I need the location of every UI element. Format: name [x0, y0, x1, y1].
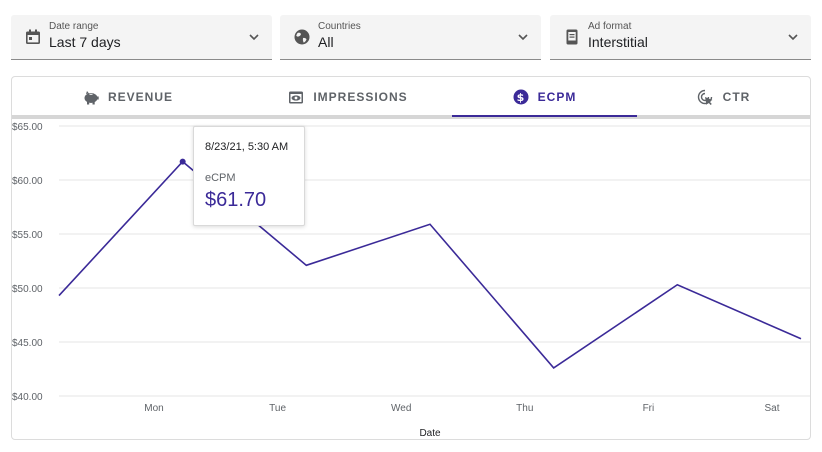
metric-tabs: REVENUE IMPRESSIONS $ ECPM CTR: [12, 77, 810, 119]
tab-revenue[interactable]: REVENUE: [12, 77, 244, 117]
chevron-down-icon: [249, 34, 259, 41]
ad-format-value: Interstitial: [588, 34, 648, 50]
ad-format-select[interactable]: Ad format Interstitial: [550, 15, 811, 60]
ecpm-line-chart: $65.00 $60.00 $55.00 $50.00 $45.00 $40.00 Mon…: [12, 122, 810, 439]
date-range-label: Date range: [49, 21, 99, 32]
x-axis-label: Date: [419, 428, 441, 439]
x-tick-label: Sat: [764, 403, 779, 414]
tab-ctr-label: CTR: [722, 90, 751, 104]
countries-value: All: [318, 34, 334, 50]
y-tick-label: $45.00: [12, 338, 43, 349]
data-tooltip: 8/23/21, 5:30 AM eCPM $61.70: [193, 126, 305, 226]
tab-impressions[interactable]: IMPRESSIONS: [244, 77, 452, 117]
y-tick-label: $60.00: [12, 176, 43, 187]
chevron-down-icon: [518, 34, 528, 41]
x-tick-label: Wed: [391, 403, 411, 414]
piggy-bank-icon: [84, 90, 99, 104]
x-tick-label: Mon: [144, 403, 163, 414]
ad-format-label: Ad format: [588, 21, 632, 32]
interstitial-icon: [566, 29, 578, 45]
filters-bar: Date range Last 7 days Countries All Ad …: [11, 15, 811, 60]
y-tick-label: $65.00: [12, 122, 43, 133]
tooltip-label: eCPM: [205, 172, 236, 184]
dollar-circle-icon: $: [513, 89, 529, 105]
tooltip-date: 8/23/21, 5:30 AM: [205, 141, 289, 153]
x-axis-ticks: Mon Tue Wed Thu Fri Sat: [144, 403, 779, 414]
y-tick-label: $55.00: [12, 230, 43, 241]
x-tick-label: Thu: [516, 403, 533, 414]
date-range-value: Last 7 days: [49, 34, 121, 50]
series-line: [58, 160, 802, 369]
y-tick-label: $50.00: [12, 284, 43, 295]
metrics-card: REVENUE IMPRESSIONS $ ECPM CTR: [11, 76, 811, 440]
countries-label: Countries: [318, 21, 361, 32]
tab-ecpm[interactable]: $ ECPM: [452, 77, 637, 117]
date-range-select[interactable]: Date range Last 7 days: [11, 15, 272, 60]
calendar-icon: [26, 29, 40, 44]
tab-ctr[interactable]: CTR: [637, 77, 810, 117]
globe-icon: [294, 29, 310, 45]
active-tab-indicator: [452, 115, 637, 117]
eye-icon: [289, 91, 304, 103]
series-points: [179, 158, 186, 165]
tab-ecpm-label: ECPM: [537, 90, 577, 104]
countries-select[interactable]: Countries All: [280, 15, 541, 60]
y-axis-ticks: $65.00 $60.00 $55.00 $50.00 $45.00 $40.00: [12, 122, 43, 403]
gridlines: [59, 125, 810, 397]
svg-text:$: $: [516, 91, 525, 104]
tab-revenue-label: REVENUE: [107, 90, 173, 104]
chevron-down-icon: [788, 34, 798, 41]
tab-impressions-label: IMPRESSIONS: [313, 90, 408, 104]
x-tick-label: Fri: [643, 403, 655, 414]
x-tick-label: Tue: [269, 403, 286, 414]
tooltip-value: $61.70: [205, 189, 267, 211]
y-tick-label: $40.00: [12, 392, 43, 403]
cursor-click-icon: [697, 89, 713, 105]
highlighted-point[interactable]: [179, 158, 186, 165]
